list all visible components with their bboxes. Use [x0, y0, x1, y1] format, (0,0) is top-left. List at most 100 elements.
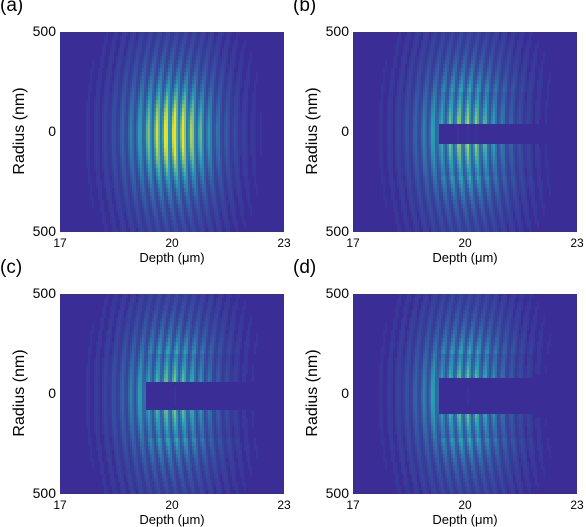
- heatmap-cell: [401, 64, 403, 68]
- heatmap-cell: [188, 216, 190, 220]
- heatmap-cell: [415, 108, 417, 112]
- heatmap-cell: [409, 56, 411, 60]
- heatmap-cell: [134, 88, 136, 92]
- heatmap-cell: [196, 192, 198, 196]
- heatmap-cell: [154, 64, 156, 68]
- heatmap-cell: [250, 136, 252, 140]
- heatmap-cell: [138, 48, 140, 52]
- heatmap-cell: [146, 204, 148, 208]
- heatmap-cell: [407, 220, 409, 224]
- heatmap-cell: [208, 144, 210, 148]
- heatmap-cell: [433, 80, 435, 84]
- heatmap-cell: [200, 200, 202, 204]
- heatmap-cell: [234, 64, 236, 68]
- heatmap-cell: [214, 96, 216, 100]
- heatmap-cell: [122, 136, 124, 140]
- heatmap-cell: [128, 180, 130, 184]
- heatmap-cell: [188, 36, 190, 40]
- heatmap-cell: [413, 116, 415, 120]
- heatmap-cell: [216, 180, 218, 184]
- heatmap-cell: [180, 188, 182, 192]
- heatmap-cell: [136, 116, 138, 120]
- heatmap-cell: [142, 96, 144, 100]
- heatmap-cell: [445, 68, 447, 72]
- heatmap-cell: [407, 144, 409, 148]
- heatmap-cell: [182, 192, 184, 196]
- heatmap-cell: [168, 180, 170, 184]
- heatmap-cell: [206, 52, 208, 56]
- heatmap-cell: [220, 72, 222, 76]
- heatmap-cell: [244, 160, 246, 164]
- heatmap-cell: [212, 132, 214, 136]
- heatmap-cell: [228, 32, 230, 36]
- heatmap-cell: [435, 136, 437, 140]
- heatmap-cell: [226, 96, 228, 100]
- heatmap-cell: [240, 180, 242, 184]
- heatmap-cell: [178, 228, 180, 232]
- heatmap-cell: [182, 36, 184, 40]
- heatmap-cell: [122, 120, 124, 124]
- heatmap-cell: [160, 148, 162, 152]
- heatmap-cell: [425, 168, 427, 172]
- heatmap-cell: [437, 200, 439, 204]
- heatmap-cell: [146, 140, 148, 144]
- heatmap-cell: [401, 176, 403, 180]
- heatmap-cell: [218, 116, 220, 120]
- heatmap-cell: [423, 92, 425, 96]
- heatmap-cell: [389, 116, 391, 120]
- heatmap-cell: [170, 152, 172, 156]
- heatmap-cell: [389, 96, 391, 100]
- heatmap-cell: [194, 32, 196, 36]
- heatmap-cell: [445, 176, 447, 180]
- heatmap-cell: [405, 56, 407, 60]
- heatmap-cell: [94, 124, 96, 128]
- heatmap-cell: [206, 208, 208, 212]
- heatmap-cell: [150, 80, 152, 84]
- heatmap-cell: [441, 208, 443, 212]
- heatmap-cell: [425, 224, 427, 228]
- heatmap-cell: [220, 188, 222, 192]
- heatmap-cell: [96, 164, 98, 168]
- heatmap-cell: [220, 32, 222, 36]
- heatmap-cell: [178, 108, 180, 112]
- heatmap-cell: [104, 148, 106, 152]
- heatmap-cell: [395, 140, 397, 144]
- heatmap-cell: [220, 196, 222, 200]
- heatmap-cell: [421, 164, 423, 168]
- heatmap-cell: [409, 164, 411, 168]
- heatmap-cell: [441, 92, 443, 96]
- heatmap-cell: [122, 92, 124, 96]
- heatmap-cell: [413, 72, 415, 76]
- heatmap-cell: [234, 104, 236, 108]
- heatmap-cell: [106, 112, 108, 116]
- heatmap-cell: [134, 204, 136, 208]
- heatmap-cell: [439, 212, 441, 216]
- heatmap-cell: [148, 48, 150, 52]
- heatmap-cell: [222, 56, 224, 60]
- heatmap-cell: [256, 80, 258, 84]
- heatmap-cell: [172, 160, 174, 164]
- heatmap-cell: [431, 184, 433, 188]
- heatmap-cell: [401, 208, 403, 212]
- heatmap-cell: [100, 80, 102, 84]
- heatmap-cell: [142, 44, 144, 48]
- heatmap-cell: [190, 220, 192, 224]
- heatmap-cell: [126, 132, 128, 136]
- heatmap-cell: [160, 216, 162, 220]
- heatmap-cell: [383, 192, 385, 196]
- heatmap-cell: [132, 56, 134, 60]
- heatmap-cell: [236, 156, 238, 160]
- heatmap-cell: [236, 76, 238, 80]
- heatmap-cell: [222, 140, 224, 144]
- heatmap-cell: [158, 156, 160, 160]
- heatmap-cell: [232, 168, 234, 172]
- heatmap-cell: [106, 104, 108, 108]
- heatmap-cell: [431, 200, 433, 204]
- heatmap-cell: [399, 108, 401, 112]
- heatmap-cell: [166, 100, 168, 104]
- heatmap-cell: [234, 152, 236, 156]
- heatmap-cell: [381, 108, 383, 112]
- heatmap-cell: [134, 64, 136, 68]
- heatmap-cell: [138, 224, 140, 228]
- heatmap-cell: [146, 216, 148, 220]
